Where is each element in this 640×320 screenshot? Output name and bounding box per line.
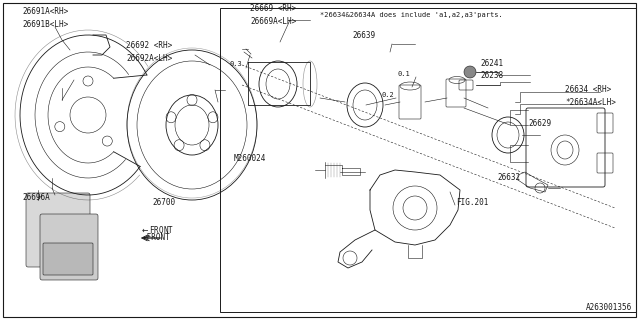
Text: FIG.201: FIG.201: [456, 198, 488, 207]
Text: 26634 <RH>: 26634 <RH>: [565, 85, 611, 94]
FancyBboxPatch shape: [43, 243, 93, 275]
Circle shape: [464, 66, 476, 78]
Text: 26629: 26629: [528, 119, 551, 128]
Text: 0.1: 0.1: [397, 71, 410, 77]
Text: 26639: 26639: [352, 31, 375, 40]
Text: $\leftarrow$FRONT: $\leftarrow$FRONT: [140, 224, 174, 235]
Text: 26691A<RH>: 26691A<RH>: [22, 7, 68, 16]
Bar: [220, 8, 636, 312]
Text: 26692A<LH>: 26692A<LH>: [126, 54, 172, 63]
Text: 26691B<LH>: 26691B<LH>: [22, 20, 68, 29]
Text: M260024: M260024: [234, 154, 266, 163]
Text: 0.2: 0.2: [381, 92, 394, 98]
Text: 26241: 26241: [480, 59, 503, 68]
Text: ←FRONT: ←FRONT: [143, 233, 171, 242]
Text: 26692 <RH>: 26692 <RH>: [126, 41, 172, 50]
FancyBboxPatch shape: [26, 193, 90, 267]
Text: 0.3: 0.3: [230, 61, 243, 67]
Text: *26634A<LH>: *26634A<LH>: [565, 98, 616, 107]
Text: 26669 <RH>: 26669 <RH>: [250, 4, 296, 13]
Text: *26634&26634A does include 'a1,a2,a3'parts.: *26634&26634A does include 'a1,a2,a3'par…: [320, 12, 503, 18]
Text: 26700: 26700: [152, 198, 175, 207]
Text: 26696A: 26696A: [22, 193, 50, 202]
Text: 26238: 26238: [480, 71, 503, 80]
Text: 26632: 26632: [497, 173, 520, 182]
Text: 26669A<LH>: 26669A<LH>: [250, 17, 296, 26]
FancyBboxPatch shape: [40, 214, 98, 280]
Text: A263001356: A263001356: [586, 303, 632, 312]
